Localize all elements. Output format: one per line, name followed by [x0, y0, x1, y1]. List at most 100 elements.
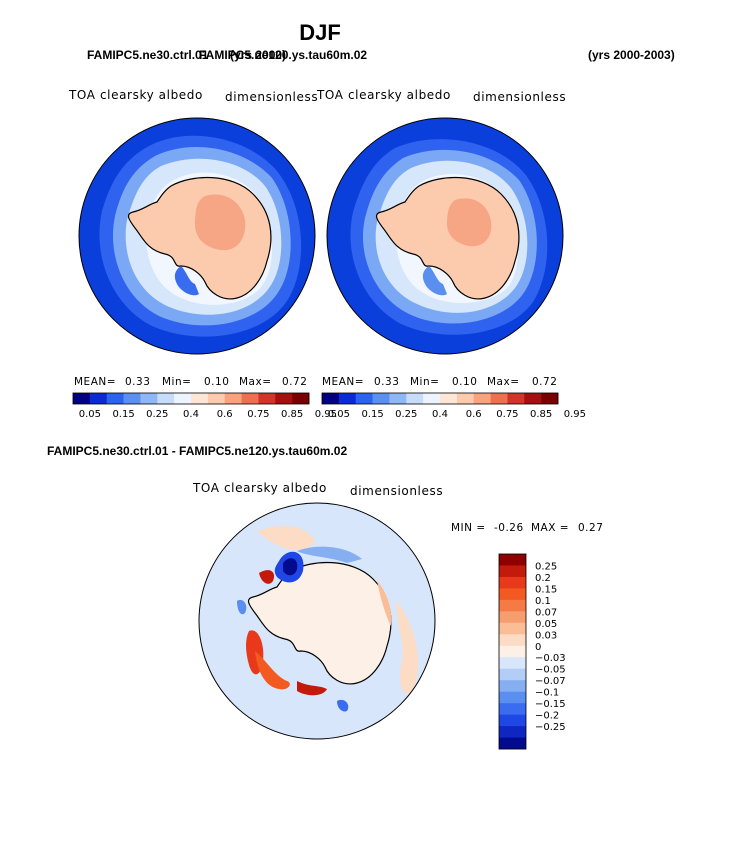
- diff-colorbar-tick-label: 0.1: [535, 596, 551, 607]
- diff-colorbar-tick-label: −0.07: [535, 676, 566, 687]
- diff-colorbar-tick-label: −0.05: [535, 665, 566, 676]
- diff-colorbar-swatch: [499, 588, 526, 601]
- panel2-colorbar-tick-label: 0.6: [466, 409, 482, 420]
- diff-colorbar-swatch: [499, 634, 526, 647]
- diff-colorbar-tick-label: 0.15: [535, 584, 557, 595]
- panel1-max-label: Max=: [239, 376, 272, 388]
- panel1-colorbar-swatch: [157, 393, 175, 404]
- diff-colorbar-swatch: [499, 576, 526, 589]
- panel1-colorbar-swatch: [123, 393, 141, 404]
- panel1-units: dimensionless: [225, 90, 319, 104]
- panel2-units: dimensionless: [473, 90, 567, 104]
- diff-colorbar-tick-label: −0.03: [535, 653, 566, 664]
- panel1-map: [78, 117, 316, 355]
- panel1-colorbar-swatch: [191, 393, 209, 404]
- panel1-colorbar-swatch: [207, 393, 226, 404]
- diff-colorbar-swatch: [499, 703, 526, 715]
- panel2-colorbar-tick-label: 0.85: [530, 409, 552, 420]
- panel2-colorbar-tick-label: 0.75: [496, 409, 518, 420]
- diff-variable: TOA clearsky albedo: [193, 481, 327, 495]
- panel1-colorbar-swatch: [258, 393, 276, 404]
- diff-colorbar-swatch: [499, 554, 526, 566]
- panel2-colorbar: 0.05 0.15 0.25 0.4 0.6 0.75 0.85 0.95: [321, 392, 586, 420]
- diff-colorbar-swatch: [499, 691, 526, 704]
- diff-min-label: MIN =: [451, 522, 486, 534]
- panel2-colorbar-swatch: [507, 393, 525, 404]
- panel1-colorbar-tick-label: 0.15: [112, 409, 134, 420]
- diff-max-label: MAX =: [531, 522, 570, 534]
- panel1-mean-value: 0.33: [125, 376, 151, 388]
- panel1-colorbar-swatch: [241, 393, 259, 404]
- panel1-max-value: 0.72: [282, 376, 308, 388]
- diff-colorbar-swatch: [499, 657, 526, 670]
- panel1-colorbar-tick-label: 0.85: [281, 409, 303, 420]
- diff-colorbar-tick-label: 0.05: [535, 619, 557, 630]
- diff-colorbar-tick-label: −0.1: [535, 688, 559, 699]
- panel2-colorbar-swatch: [338, 393, 357, 404]
- panel1-colorbar-swatch: [89, 393, 108, 404]
- panel1-colorbar-swatch: [224, 393, 242, 404]
- diff-colorbar: 0.250.20.150.10.070.050.030−0.03−0.05−0.…: [498, 553, 566, 750]
- figure-title: DJF: [299, 20, 341, 45]
- panel2-variable: TOA clearsky albedo: [317, 88, 451, 102]
- panel2-colorbar-swatch: [322, 393, 340, 404]
- diff-min-value: -0.26: [494, 522, 524, 534]
- panel2-mean-label: MEAN=: [322, 376, 365, 388]
- diff-colorbar-swatch: [499, 668, 526, 681]
- panel1-colorbar-frame: [72, 392, 310, 405]
- diff-colorbar-tick-label: 0: [535, 642, 541, 653]
- diff-colorbar-swatch: [499, 726, 526, 738]
- panel1-min-value: 0.10: [204, 376, 230, 388]
- diff-colorbar-swatch: [499, 611, 526, 624]
- panel1-colorbar-swatch: [73, 393, 91, 404]
- panel1-colorbar-swatch: [275, 393, 293, 404]
- diff-colorbar-swatch: [499, 622, 526, 635]
- diff-colorbar-tick-label: −0.2: [535, 711, 559, 722]
- panel2-colorbar-tick-label: 0.05: [328, 409, 350, 420]
- panel1-variable: TOA clearsky albedo: [69, 88, 203, 102]
- panel2-colorbar-swatch: [541, 393, 559, 404]
- panel2-colorbar-tick-label: 0.15: [361, 409, 383, 420]
- diff-colorbar-swatch: [499, 599, 526, 612]
- diff-colorbar-swatch: [499, 714, 526, 727]
- diff-colorbar-swatch: [499, 565, 526, 578]
- diff-colorbar-tick-label: 0.25: [535, 561, 557, 572]
- panel1-mean-label: MEAN=: [74, 376, 117, 388]
- diff-max-value: 0.27: [578, 522, 604, 534]
- diff-colorbar-swatch: [499, 680, 526, 692]
- panel2-colorbar-tick-label: 0.95: [564, 409, 586, 420]
- panel1-colorbar-tick-label: 0.75: [247, 409, 269, 420]
- panel2-colorbar-swatch: [440, 393, 458, 404]
- diff-colorbar-tick-label: 0.03: [535, 630, 557, 641]
- panel2-colorbar-swatch: [406, 393, 424, 404]
- diff-colorbar-swatch: [499, 645, 526, 658]
- diff-map: [198, 502, 436, 740]
- panel1-colorbar-swatch: [140, 393, 158, 404]
- caption-run-a: FAMIPC5.ne30.ctrl.01: [87, 48, 209, 62]
- panel2-min-value: 0.10: [452, 376, 478, 388]
- panel2-colorbar-tick-label: 0.4: [432, 409, 448, 420]
- panel2-colorbar-swatch: [355, 393, 373, 404]
- panel1-colorbar-swatch: [106, 393, 124, 404]
- diff-colorbar-tick-label: 0.2: [535, 573, 551, 584]
- panel2-colorbar-tick-label: 0.25: [395, 409, 417, 420]
- diff-units: dimensionless: [350, 484, 444, 498]
- panel1-colorbar-swatch: [174, 393, 192, 404]
- panel1-colorbar-tick-label: 0.6: [217, 409, 233, 420]
- panel2-colorbar-swatch: [389, 393, 407, 404]
- caption-run-a-years: (yrs 2000): [230, 48, 287, 62]
- diff-colorbar-tick-label: −0.15: [535, 699, 566, 710]
- panel2-colorbar-swatch: [524, 393, 542, 404]
- diff-colorbar-tick-label: 0.07: [535, 607, 557, 618]
- panel2-colorbar-swatch: [490, 393, 508, 404]
- diff-colorbar-frame: [498, 553, 527, 750]
- panel1-colorbar-swatch: [292, 393, 310, 404]
- diff-caption: FAMIPC5.ne30.ctrl.01 - FAMIPC5.ne120.ys.…: [47, 444, 348, 458]
- panel2-min-label: Min=: [410, 376, 440, 388]
- panel2-max-value: 0.72: [532, 376, 558, 388]
- diff-colorbar-swatch: [499, 737, 526, 750]
- panel1-colorbar-tick-label: 0.25: [146, 409, 168, 420]
- panel2-colorbar-swatch: [423, 393, 441, 404]
- panel2-colorbar-swatch: [473, 393, 491, 404]
- caption-run-b-years: (yrs 2000-2003): [588, 48, 675, 62]
